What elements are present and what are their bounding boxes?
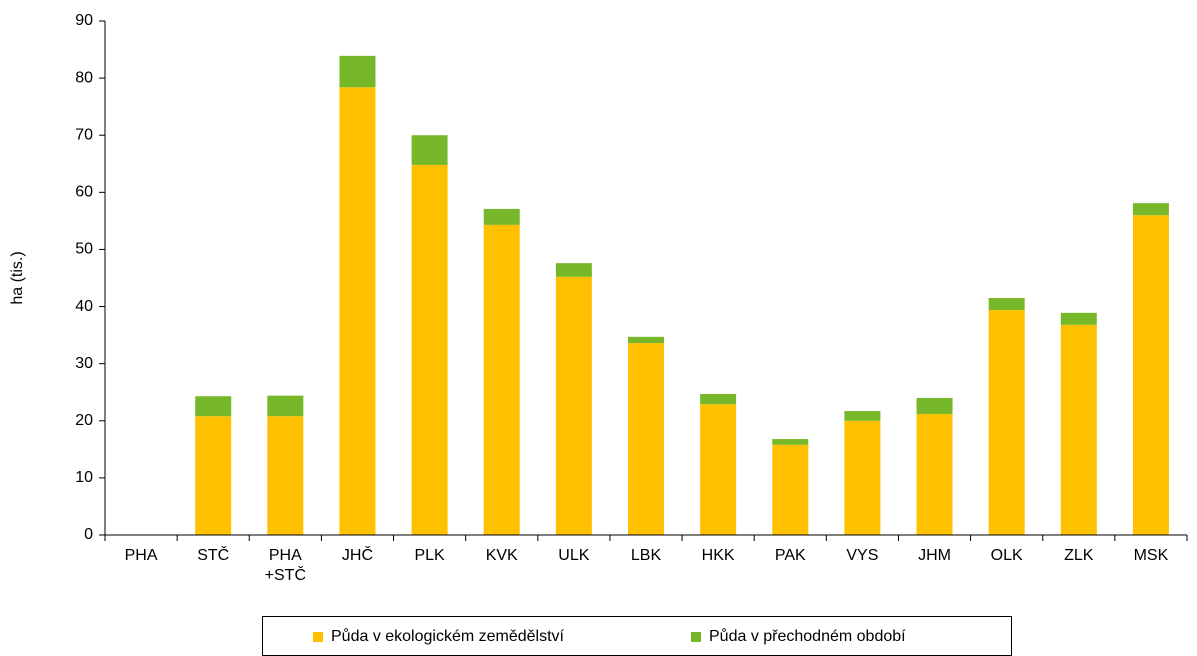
bar-segment	[916, 397, 953, 414]
bar-segment	[555, 263, 592, 277]
y-tick-label: 90	[75, 12, 93, 29]
bar-segment	[411, 164, 448, 536]
bar-segment	[772, 439, 809, 445]
y-tick-label: 20	[75, 412, 93, 429]
y-tick-label: 50	[75, 241, 93, 258]
bar-segment	[411, 135, 448, 165]
x-tick-label: OLK	[990, 547, 1023, 564]
bar-segment	[772, 444, 809, 535]
bar-segment	[483, 208, 520, 225]
legend-item: Půda v ekologickém zemědělství	[313, 628, 564, 646]
bar-segment	[195, 396, 232, 417]
y-tick-label: 40	[75, 298, 93, 315]
x-tick-label: HKK	[701, 547, 735, 564]
bar-segment	[844, 411, 881, 421]
y-tick-label: 80	[75, 69, 93, 86]
x-tick-label: STČ	[197, 547, 230, 564]
x-tick-label: PHA	[124, 547, 158, 564]
bar-segment	[988, 297, 1025, 310]
bar-segment	[1132, 203, 1169, 216]
x-tick-label: PHA +STČ	[264, 547, 306, 584]
bar-segment	[267, 416, 304, 535]
bar-segment	[844, 420, 881, 535]
bar-segment	[916, 413, 953, 535]
bar-segment	[195, 416, 232, 535]
x-tick-label: ZLK	[1064, 547, 1094, 564]
x-tick-label: JHM	[918, 547, 951, 564]
bar-segment	[1060, 312, 1097, 325]
x-tick-label: LBK	[630, 547, 662, 564]
legend-item: Půda v přechodném období	[691, 628, 906, 646]
bar-segment	[339, 55, 376, 88]
x-tick-label: JHČ	[341, 547, 373, 564]
bar-segment	[700, 404, 737, 535]
bar-segment	[628, 336, 664, 344]
bar-segment	[1060, 324, 1097, 535]
x-tick-label: PLK	[414, 547, 445, 564]
bar-segment	[483, 224, 520, 536]
legend-swatch	[691, 632, 701, 642]
bar-segment	[1132, 215, 1169, 535]
bar-segment	[555, 276, 592, 535]
bar-segment	[700, 393, 737, 405]
y-tick-label: 60	[75, 184, 93, 201]
x-tick-label: ULK	[558, 547, 590, 564]
legend-swatch	[313, 632, 323, 642]
y-axis-label: ha (tis.)	[9, 251, 26, 304]
y-tick-label: 10	[75, 469, 93, 486]
y-tick-label: 30	[75, 355, 93, 372]
legend-label: Půda v přechodném období	[709, 628, 906, 645]
bar-segment	[988, 309, 1025, 535]
y-tick-label: 0	[84, 526, 93, 543]
y-tick-label: 70	[75, 126, 93, 143]
legend-label: Půda v ekologickém zemědělství	[331, 628, 564, 645]
bar-segment	[628, 343, 664, 535]
x-tick-label: KVK	[485, 547, 518, 564]
x-tick-label: VYS	[846, 547, 879, 564]
bar-segment	[339, 87, 376, 535]
bar-segment	[267, 395, 304, 417]
legend: Půda v ekologickém zemědělství Půda v pře…	[262, 616, 1012, 656]
x-tick-label: MSK	[1133, 547, 1169, 564]
x-tick-label: PAK	[774, 547, 806, 564]
